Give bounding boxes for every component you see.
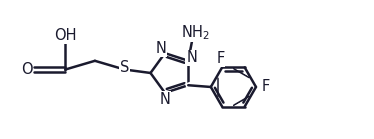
Text: N: N [155, 41, 166, 56]
Text: F: F [261, 80, 270, 95]
Text: O: O [21, 62, 32, 77]
Text: NH$_2$: NH$_2$ [181, 23, 210, 42]
Text: N: N [186, 50, 197, 65]
Text: OH: OH [54, 28, 77, 43]
Text: F: F [216, 51, 224, 66]
Text: N: N [159, 92, 170, 107]
Text: S: S [120, 60, 129, 75]
